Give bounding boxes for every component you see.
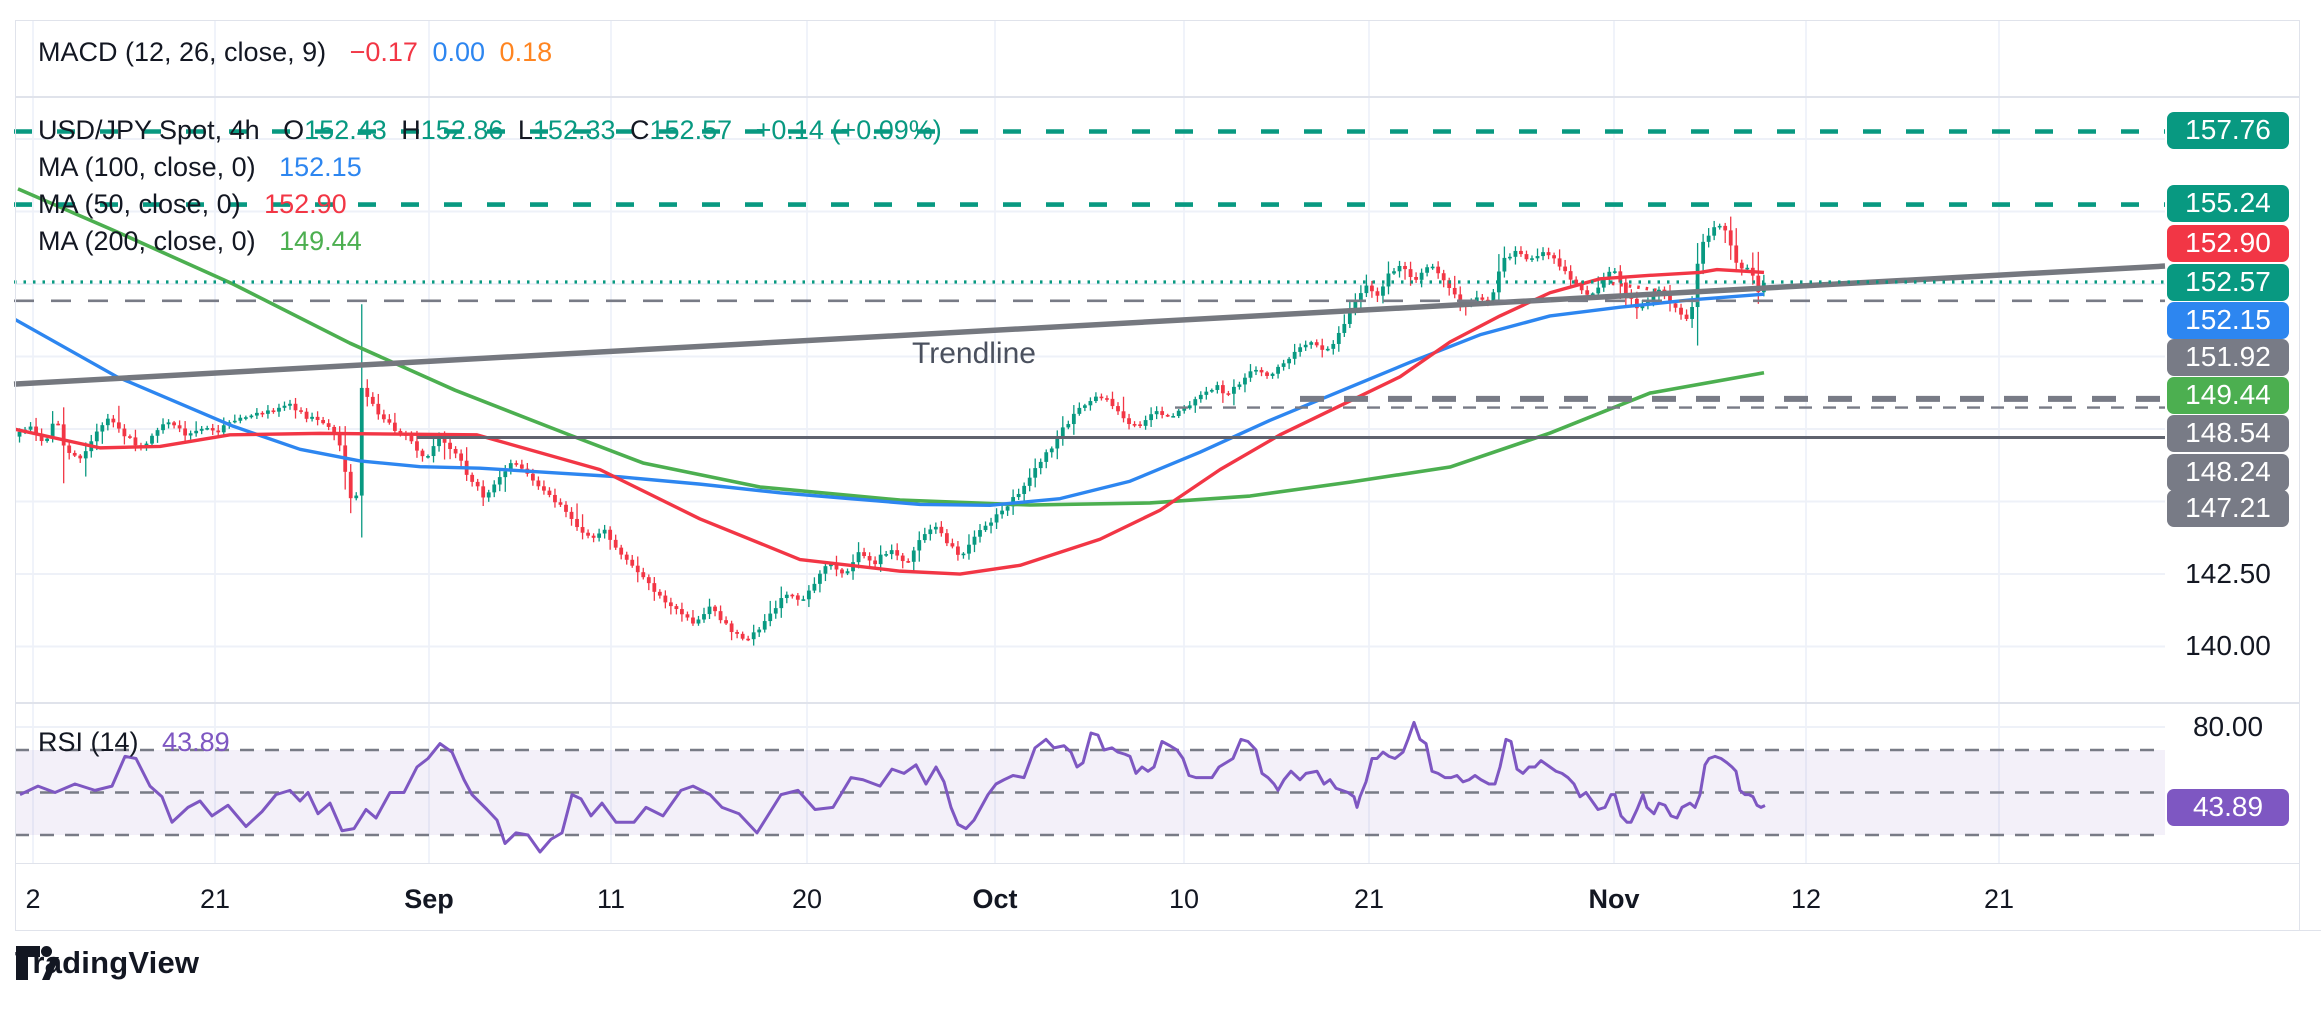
price-label-157.76: 157.76 [2167, 111, 2289, 149]
divider-main-rsi[interactable] [15, 702, 2299, 704]
scale-label-80.00: 80.00 [2192, 711, 2264, 742]
level-lines [14, 129, 2165, 439]
rsi-band [15, 748, 2165, 837]
ma100-value: 152.15 [279, 152, 362, 182]
x-tick-10: 10 [1168, 884, 1200, 914]
price-label-149.44: 149.44 [2167, 376, 2289, 414]
symbol-title: USD/JPY Spot, 4h [38, 115, 260, 145]
rsi-legend[interactable]: RSI (14) 43.89 [38, 724, 230, 761]
divider-axis-bottom [15, 930, 2321, 931]
x-tick-Oct: Oct [972, 884, 1018, 914]
ohlc-high-value: 152.86 [420, 115, 504, 145]
vertical-gridlines [32, 20, 2000, 863]
price-label-147.21: 147.21 [2167, 489, 2289, 527]
price-label-151.92: 151.92 [2167, 338, 2289, 376]
scale-label-140.00: 140.00 [2185, 630, 2271, 661]
ohlc-close-label: C [630, 115, 650, 145]
ma100-line [15, 292, 1765, 507]
ohlc-low-label: L [517, 115, 533, 145]
x-tick-Sep: Sep [404, 884, 454, 914]
ma200-value: 149.44 [279, 226, 362, 256]
ohlc-high-label: H [401, 115, 421, 145]
brand-footer[interactable]: TradingView [15, 945, 199, 981]
price-label-152.90: 152.90 [2167, 224, 2289, 262]
ma200-label: MA (200, close, 0) [38, 226, 256, 256]
rsi-line [19, 720, 1766, 854]
trendline [13, 263, 2166, 387]
macd-value-signal: 0.18 [499, 37, 553, 67]
x-tick-21: 21 [1353, 884, 1385, 914]
tradingview-logo-icon [16, 946, 59, 980]
ma200-legend[interactable]: MA (200, close, 0) 149.44 [38, 223, 362, 260]
ohlc-open-label: O [283, 115, 305, 145]
trendline-annotation[interactable]: Trendline [912, 337, 1036, 370]
macd-legend-label: MACD (12, 26, close, 9) [38, 37, 327, 67]
ohlc-open-value: 152.43 [304, 115, 387, 145]
ohlc-low-value: 152.33 [532, 115, 616, 145]
ma50-line [15, 267, 1765, 576]
macd-legend[interactable]: MACD (12, 26, close, 9) −0.17 0.00 0.18 [38, 34, 552, 71]
x-tick-2: 2 [25, 884, 41, 914]
price-label-152.15: 152.15 [2167, 301, 2289, 339]
symbol-legend[interactable]: USD/JPY Spot, 4h O152.43 H152.86 L152.33… [38, 112, 942, 149]
ma50-label: MA (50, close, 0) [38, 189, 241, 219]
ma100-legend[interactable]: MA (100, close, 0) 152.15 [38, 149, 362, 186]
ma100-label: MA (100, close, 0) [38, 152, 256, 182]
x-tick-11: 11 [596, 884, 626, 914]
macd-value-macd: 0.00 [432, 37, 486, 67]
x-tick-Nov: Nov [1588, 884, 1640, 914]
rsi-label: RSI (14) [38, 727, 139, 757]
ma-dotted-fragment [1611, 281, 1669, 294]
border-left [15, 20, 16, 930]
scale-label-142.50: 142.50 [2185, 558, 2271, 589]
ma50-value: 152.90 [264, 189, 347, 219]
ma50-legend[interactable]: MA (50, close, 0) 152.90 [38, 186, 347, 223]
price-label-148.54: 148.54 [2167, 414, 2289, 452]
rsi-value: 43.89 [162, 727, 230, 757]
border-right [2299, 20, 2300, 930]
price-label-155.24: 155.24 [2167, 184, 2289, 222]
x-tick-21: 21 [1983, 884, 2015, 914]
divider-macd-main[interactable] [15, 96, 2299, 98]
ohlc-close-value: 152.57 [649, 115, 733, 145]
price-label-148.24: 148.24 [2167, 453, 2289, 491]
moving-averages [15, 187, 1765, 576]
x-tick-21: 21 [199, 884, 231, 914]
ma200-line [17, 187, 1765, 507]
price-label-152.57: 152.57 [2167, 263, 2289, 301]
ohlc-change: +0.14 (+0.09%) [755, 115, 942, 145]
macd-value-hist: −0.17 [349, 37, 418, 67]
x-tick-12: 12 [1790, 884, 1822, 914]
divider-rsi-axis [15, 863, 2299, 864]
divider-top [15, 20, 2299, 21]
rsi-value-label: 43.89 [2167, 788, 2289, 826]
x-tick-20: 20 [791, 884, 823, 914]
